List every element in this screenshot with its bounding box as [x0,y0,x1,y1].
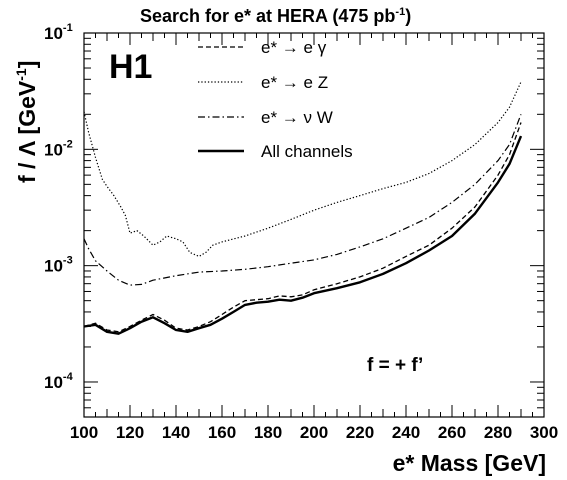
x-tick-label: 200 [300,423,328,442]
experiment-label: H1 [109,48,152,86]
x-tick-label: 260 [438,423,466,442]
x-tick-label: 140 [162,423,190,442]
y-axis-label-main: f / Λ [GeV [14,80,40,183]
series-line-dotted [83,81,522,257]
x-tick-label: 280 [484,423,512,442]
legend-entry-label: All channels [261,142,353,161]
series-lines [83,81,523,335]
x-tick-label: 100 [70,423,98,442]
x-tick-label: 180 [254,423,282,442]
x-tick-label: 160 [208,423,236,442]
x-axis-label: e* Mass [GeV] [393,450,546,476]
x-tick-label: 220 [346,423,374,442]
y-axis-label-sup: -1 [13,68,29,81]
chart-title-tail: ) [405,6,411,26]
y-axis-label: f / Λ [GeV-1] [13,61,40,183]
y-tick-label: 10-1 [44,22,73,43]
chart-title-main: Search for e* at HERA (475 pb [140,6,395,26]
x-tick-label: 120 [116,423,144,442]
chart-title: Search for e* at HERA (475 pb-1) [140,6,411,26]
legend: e* → e γ e* → e Z e* → ν W All channels [198,38,353,161]
y-tick-label: 10-2 [44,138,73,159]
x-tick-label: 300 [530,423,558,442]
x-tick-label: 240 [392,423,420,442]
y-axis-label-tail: ] [14,61,40,69]
condition-label: f = + f’ [367,355,423,376]
series-line-solid [83,135,523,335]
y-tick-label: 10-4 [44,371,74,392]
legend-entry-label: e* → e γ [261,38,327,57]
y-tick-label: 10-3 [44,255,73,276]
axis-ticks: 100 120 140 160 180 200 220 240 260 280 300 10-1 10-… [44,22,558,442]
series-line-dashdot [83,114,522,286]
legend-entry-label: e* → e Z [261,73,328,92]
chart-title-sup: -1 [395,6,405,18]
legend-entry-label: e* → ν W [261,108,333,127]
